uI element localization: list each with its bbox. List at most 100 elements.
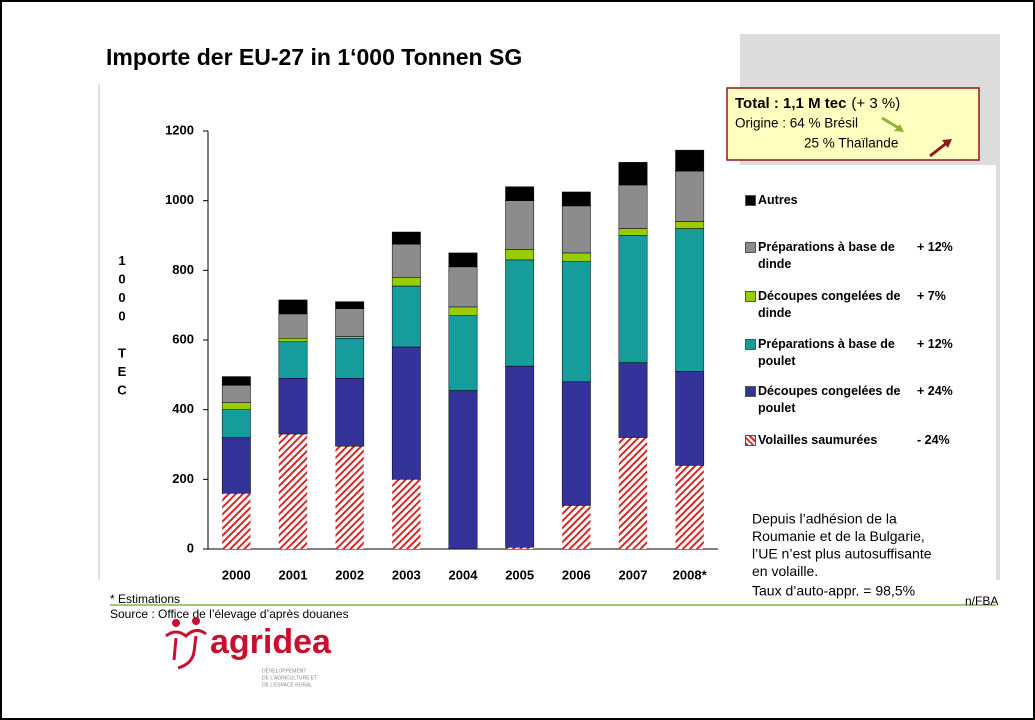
- x-tick-label: 2003: [392, 567, 421, 582]
- bar-segment: [221, 402, 251, 410]
- note-line: Depuis l’adhésion de la: [752, 511, 897, 527]
- bar-segment: [448, 306, 478, 316]
- logo-tagline: DE L’ESPACE RURAL: [262, 682, 312, 688]
- y-tick-label: 1200: [165, 122, 194, 137]
- x-tick-label: 2004: [449, 567, 479, 582]
- bar-segment: [448, 315, 478, 391]
- bar-segment: [391, 231, 421, 245]
- info-box: [726, 87, 980, 161]
- y-tick-label: 200: [172, 471, 194, 486]
- bar-segment: [391, 285, 421, 348]
- bar-segment: [505, 259, 535, 367]
- arrow-down-head: [894, 124, 904, 132]
- legend-change: - 24%: [917, 433, 950, 447]
- y-tick-label: 600: [172, 331, 194, 346]
- legend-change: + 7%: [917, 289, 946, 303]
- logo-icon: [165, 617, 207, 670]
- note-line: en volaille.: [752, 563, 818, 579]
- logo-dot: [192, 617, 200, 625]
- bar-segment: [675, 228, 705, 372]
- info-origin: Origine : 64 % Brésil: [735, 116, 858, 131]
- legend-swatch: [745, 242, 756, 253]
- x-tick-label: 2002: [335, 567, 364, 582]
- bar-segment: [221, 376, 251, 386]
- bar-segment: [561, 261, 591, 383]
- legend-label: Découpes congelées de dinde: [758, 289, 901, 320]
- bar-segment: [562, 505, 591, 549]
- bar-segment: [335, 301, 365, 309]
- logo-arc: [165, 629, 207, 639]
- legend-swatch: [745, 386, 756, 397]
- arrow-up-head: [942, 139, 952, 148]
- x-tick-label: 2000: [222, 567, 251, 582]
- logo-dot: [172, 619, 180, 627]
- bar-segment: [335, 446, 364, 549]
- bar-segment: [278, 338, 308, 342]
- note-line: l’UE n’est plus autosuffisante: [752, 546, 932, 562]
- legend-change: + 24%: [917, 384, 953, 398]
- bar-segment: [335, 308, 365, 337]
- chart-title: Importe der EU-27 in 1‘000 Tonnen SG: [106, 44, 522, 70]
- legend-swatch: [745, 339, 756, 350]
- x-tick-label: 2001: [279, 567, 308, 582]
- bar-segment: [278, 378, 308, 435]
- legend-swatch: [745, 195, 756, 206]
- legend-label: Autres: [758, 193, 798, 207]
- bar-segment: [505, 249, 535, 261]
- bar-segment: [561, 205, 591, 254]
- bar-segment: [618, 162, 648, 186]
- bar-segment: [618, 228, 648, 236]
- bar-segment: [391, 243, 421, 278]
- logo-body: [172, 635, 198, 670]
- legend-change: + 12%: [917, 240, 953, 254]
- legend-swatch: [745, 291, 756, 302]
- bar-segment: [675, 149, 705, 172]
- legend-label: Préparations à base de poulet: [758, 337, 895, 368]
- bar-segment: [391, 277, 421, 287]
- bar-segment: [618, 184, 648, 229]
- note-line: Taux d’auto-appr. = 98,5%: [752, 583, 915, 599]
- info-total-change: (+ 3 %): [851, 95, 900, 112]
- bar-segment: [505, 200, 535, 250]
- bar-segment: [221, 437, 251, 494]
- x-tick-label: 2007: [619, 567, 648, 582]
- legend-label: Préparations à base de dinde: [758, 240, 895, 271]
- bar-segment: [221, 409, 251, 438]
- bar-segment: [561, 191, 591, 207]
- y-tick-label: 800: [172, 262, 194, 277]
- logo-tagline: DE L’AGRICULTURE ET: [262, 675, 317, 681]
- bar-segment: [278, 434, 308, 549]
- bar-segment: [675, 465, 704, 549]
- bar-segment: [505, 365, 535, 548]
- bar-segment: [222, 493, 251, 549]
- y-tick-label: 1000: [165, 192, 194, 207]
- bar-segment: [335, 336, 365, 339]
- bar-segment: [561, 381, 591, 506]
- legend-swatch: [745, 435, 756, 446]
- bar-segment: [448, 390, 478, 550]
- bar-segment: [505, 186, 535, 201]
- arrow-up: [929, 140, 949, 158]
- info-total-value: Total : 1,1 M tec: [735, 95, 846, 112]
- bar-segment: [221, 385, 251, 403]
- bar-segment: [392, 479, 421, 549]
- bar-segment: [278, 313, 308, 339]
- bar-segment: [278, 299, 308, 315]
- note-line: Roumanie et de la Bulgarie,: [752, 528, 925, 544]
- info-origin2: 25 % Thaïlande: [804, 136, 898, 151]
- bar-segment: [448, 266, 478, 308]
- x-tick-label: 2008*: [673, 567, 708, 582]
- logo-tagline: DÉVELOPPEMENT: [262, 667, 306, 674]
- legend-label: Découpes congelées de poulet: [758, 384, 901, 415]
- bar-segment: [391, 346, 421, 480]
- credit: n/FBA: [965, 594, 998, 608]
- bar-segment: [675, 170, 705, 222]
- bar-segment: [505, 547, 534, 549]
- bar-segment: [675, 221, 705, 229]
- bar-segment: [618, 235, 648, 363]
- bar-segment: [618, 437, 648, 549]
- source: Source : Office de l’élevage d’après dou…: [110, 607, 349, 621]
